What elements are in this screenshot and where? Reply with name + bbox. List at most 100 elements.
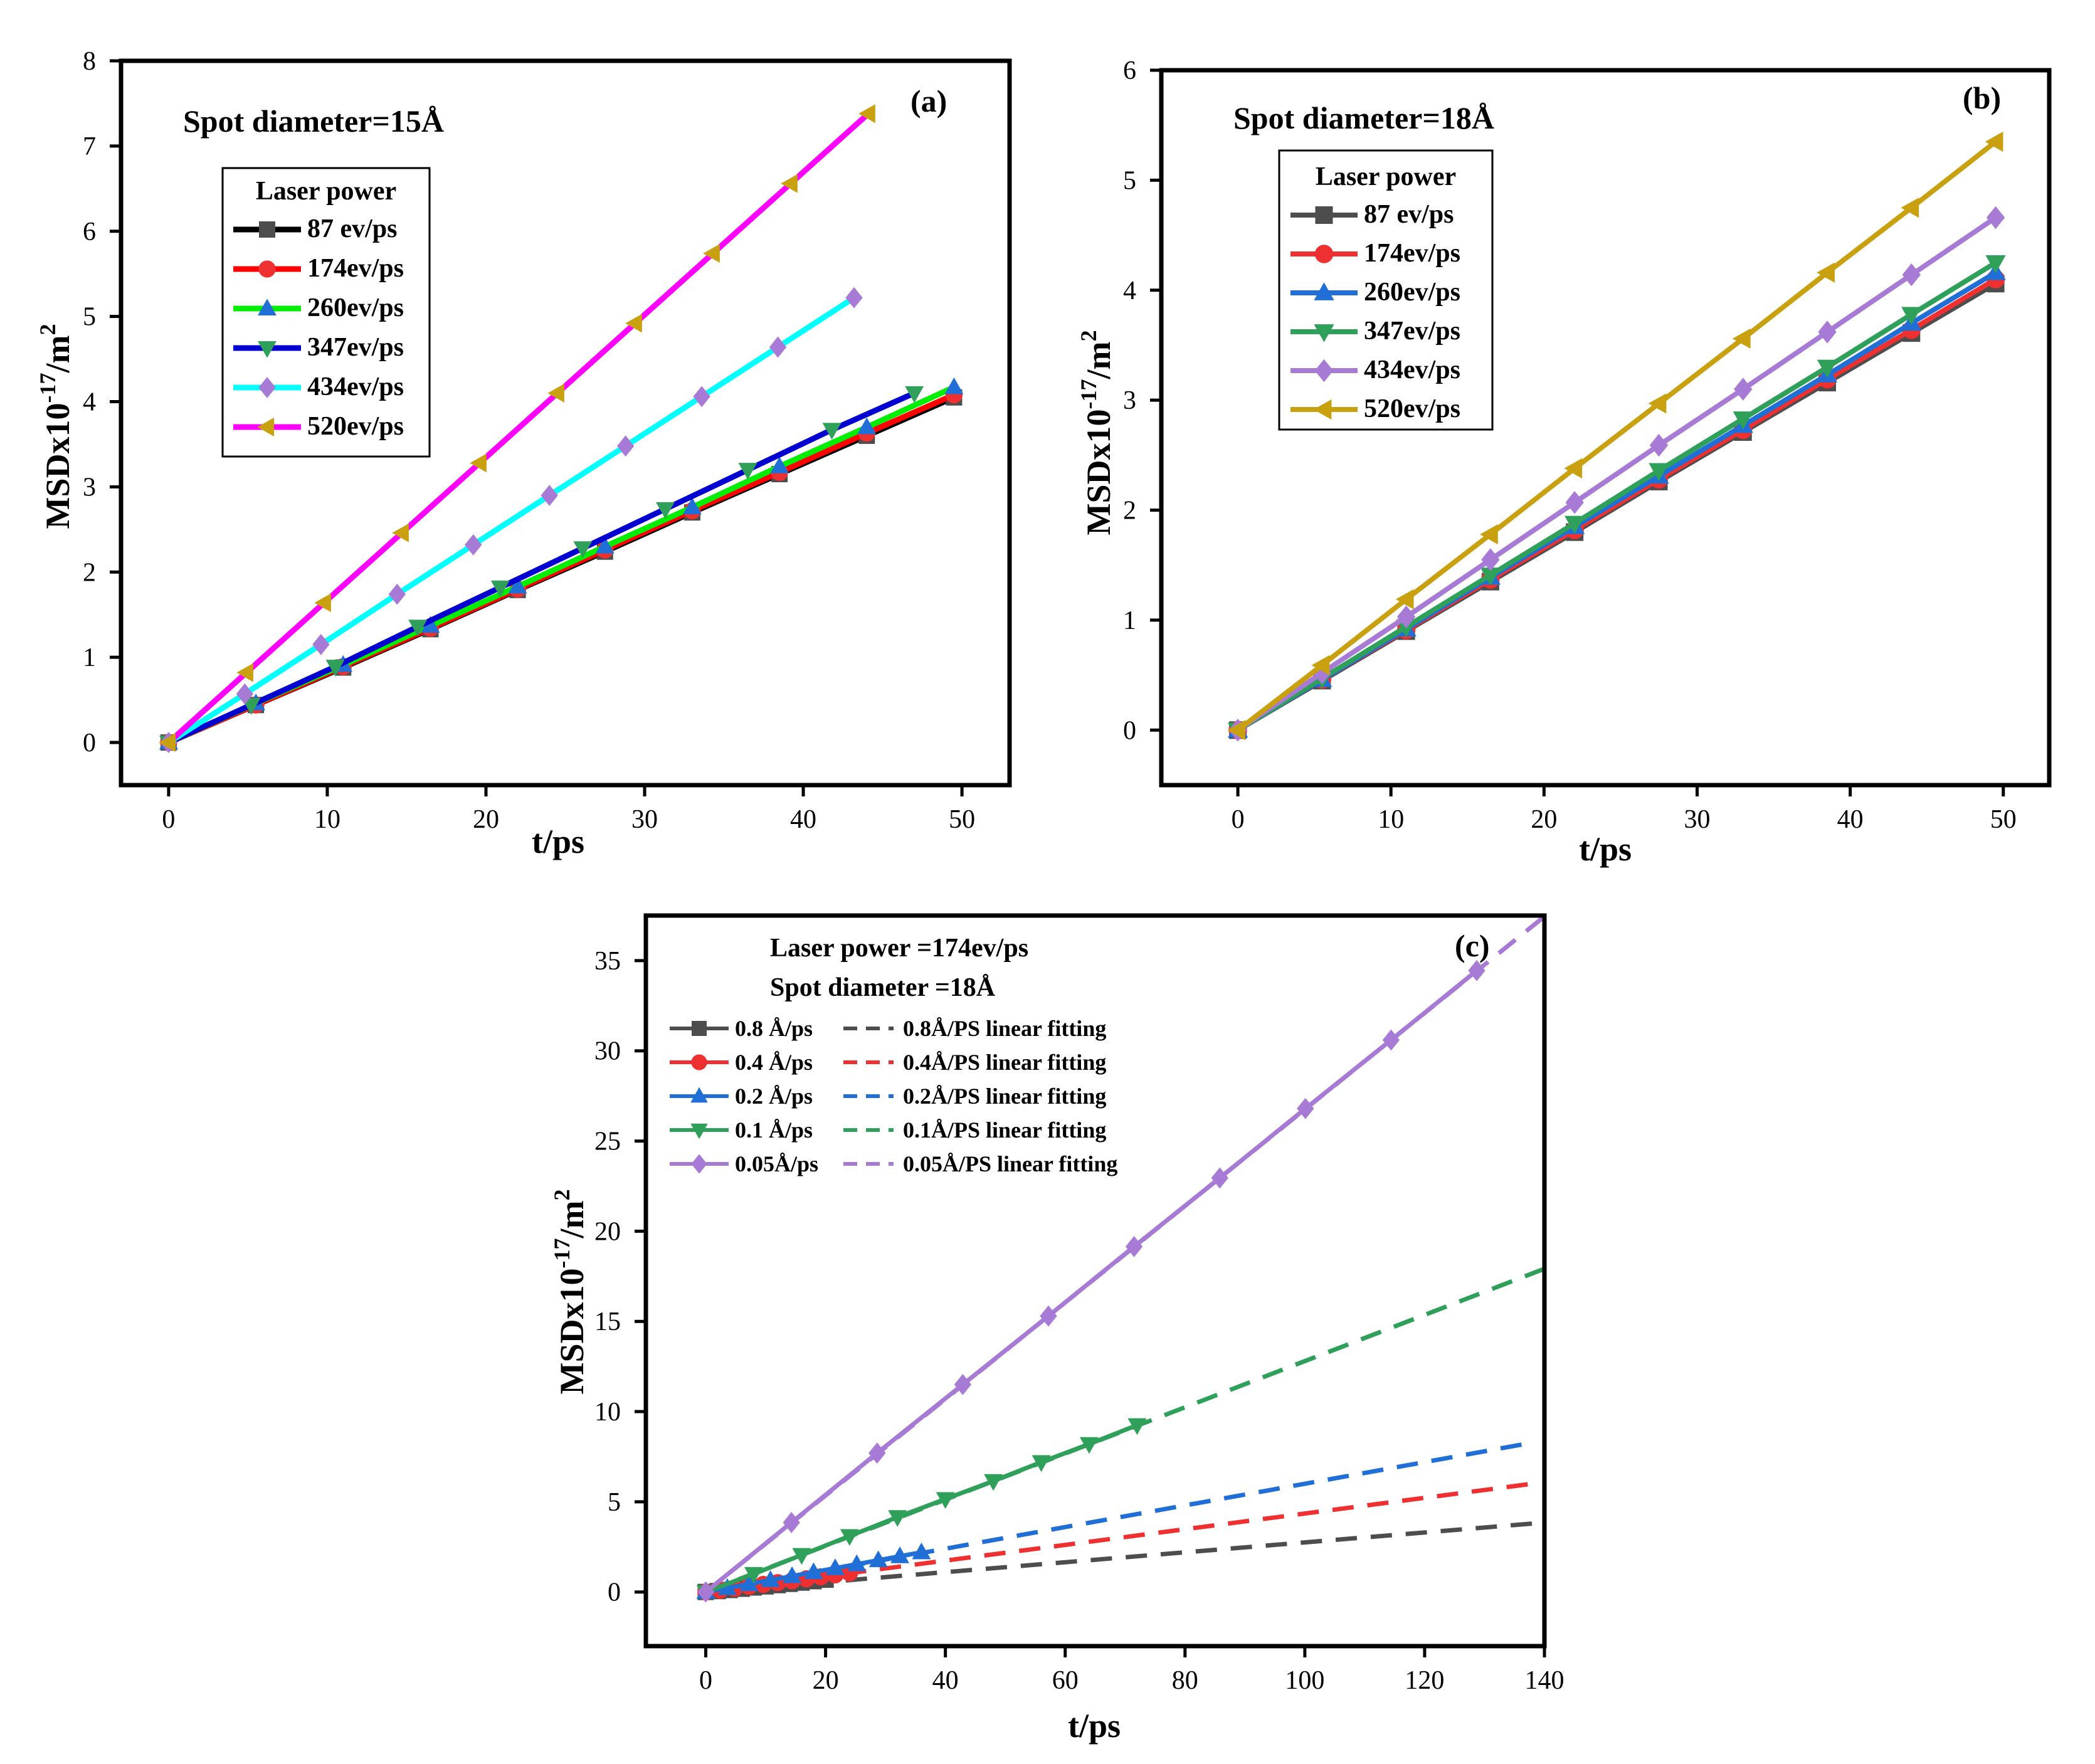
a-series-5-point (159, 733, 176, 753)
c-legend-marker-2 (690, 1087, 708, 1103)
b-series-5-point (1564, 458, 1583, 478)
a-y-tick-label: 7 (83, 132, 96, 161)
c-series-4-point (1211, 1167, 1228, 1189)
b-series-line-3 (1236, 260, 1997, 732)
c-x-tick-label: 120 (1405, 1666, 1444, 1695)
panel-a-x-axis-label: t/ps (532, 823, 584, 860)
c-series-3-point (936, 1492, 955, 1509)
c-series-4-point (1382, 1029, 1400, 1051)
c-series-4-point (1297, 1097, 1314, 1119)
c-series-4-point (1040, 1305, 1057, 1327)
b-series-5-point (1480, 524, 1498, 545)
panel-a-legend-box (221, 167, 431, 458)
b-series-3-point (1480, 568, 1501, 586)
c-legend-fit-label-3: 0.1Å/PS linear fitting (903, 1117, 1106, 1143)
a-y-tick-label: 0 (83, 729, 96, 758)
b-legend-marker-3 (1314, 324, 1334, 342)
b-series-4-point (1818, 320, 1837, 344)
panel-c-series (696, 914, 1546, 1603)
c-x-tick-label: 40 (932, 1666, 959, 1695)
c-x-tick-label: 80 (1172, 1666, 1198, 1695)
panel-b-x-axis-label: t/ps (1579, 830, 1632, 868)
a-series-3-point (325, 660, 345, 677)
b-legend-marker-5 (1313, 399, 1332, 420)
panel-a-legend-title: Laser power (256, 177, 396, 206)
a-series-line-5 (166, 111, 870, 745)
b-legend-marker-0 (1315, 206, 1333, 224)
b-x-tick-label: 20 (1531, 805, 1557, 834)
c-series-4-point (954, 1374, 972, 1395)
a-legend-label-3: 347ev/ps (307, 333, 404, 362)
a-series-4-point (312, 633, 330, 655)
b-series-3-point (1817, 359, 1838, 378)
panel-c-annotation-laser-power: Laser power =174ev/ps (770, 934, 1028, 963)
c-legend-label-4: 0.05Å/ps (735, 1151, 818, 1176)
a-legend-marker-2 (258, 298, 277, 316)
a-y-tick-label: 1 (83, 643, 96, 672)
b-legend-label-0: 87 ev/ps (1364, 200, 1454, 229)
a-y-tick-label: 3 (83, 473, 96, 502)
c-series-4-point (783, 1512, 800, 1533)
a-series-5-point (625, 314, 642, 333)
b-y-tick-label: 2 (1123, 497, 1136, 526)
c-series-2-point (890, 1546, 910, 1563)
a-series-3-point (738, 463, 757, 480)
c-series-3-point (1079, 1437, 1099, 1454)
b-series-3-point (1901, 307, 1922, 325)
c-series-3-point (984, 1474, 1003, 1491)
b-x-tick-label: 50 (1990, 805, 2017, 834)
panel-a-legend: Laser power 87 ev/ps 174ev/ps 260ev/ps 347e… (221, 167, 431, 458)
panel-b-legend: Laser power 87 ev/ps 174ev/ps 260ev/ps 347e… (1278, 149, 1494, 431)
b-series-4-point (1649, 433, 1669, 457)
panel-a-series (159, 104, 964, 753)
b-series-4-point (1565, 491, 1584, 514)
a-series-4-point (465, 534, 482, 556)
panel-b-plot-frame (1159, 68, 2052, 788)
panel-b-series (1227, 131, 2006, 742)
b-y-tick-label: 6 (1123, 56, 1136, 85)
panel-b-label: (b) (1963, 80, 2001, 115)
c-y-tick-label: 0 (608, 1578, 621, 1607)
panel-a-label: (a) (910, 83, 947, 119)
a-y-tick-label: 5 (83, 303, 96, 332)
a-legend-marker-3 (258, 341, 277, 358)
b-series-3-point (1733, 411, 1753, 430)
a-legend-label-1: 174ev/ps (307, 254, 404, 283)
b-x-tick-label: 0 (1232, 805, 1245, 834)
a-series-line-3 (167, 390, 916, 746)
a-series-4-point (541, 485, 558, 506)
a-x-tick-label: 50 (949, 805, 975, 834)
b-legend-marker-4 (1314, 359, 1334, 383)
c-series-3-point (792, 1548, 811, 1565)
c-y-tick-label: 20 (594, 1217, 621, 1246)
c-legend-marker-1 (691, 1054, 707, 1070)
b-x-tick-label: 10 (1378, 805, 1404, 834)
a-series-4-point (769, 336, 787, 358)
b-legend-label-4: 434ev/ps (1364, 356, 1460, 384)
b-series-line-4 (1236, 215, 1997, 732)
c-series-4-point (697, 1581, 715, 1603)
b-series-3-point (1985, 255, 2006, 273)
b-series-5-point (1227, 720, 1245, 741)
a-series-2-point (857, 417, 877, 435)
a-series-4-point (693, 386, 710, 408)
a-series-line-4 (167, 295, 856, 745)
a-series-4-point (236, 683, 254, 705)
a-legend-label-4: 434ev/ps (307, 372, 404, 401)
c-series-4-point (1468, 959, 1485, 981)
b-series-3-point (1396, 619, 1417, 638)
a-series-5-point (858, 104, 875, 124)
b-series-4-point (1734, 378, 1753, 401)
a-series-4-point (845, 287, 863, 309)
a-series-3-point (490, 580, 510, 598)
panel-a-y-axis-label: MSDx10-17/m2 (35, 324, 77, 529)
c-series-line-3 (705, 1423, 1138, 1594)
a-legend-marker-4 (258, 377, 276, 398)
a-series-5-point (392, 523, 409, 542)
c-legend-label-1: 0.4 Å/ps (735, 1050, 813, 1075)
c-series-2-point (825, 1558, 845, 1575)
c-legend-fit-label-4: 0.05Å/PS linear fitting (903, 1151, 1117, 1176)
b-series-5-point (1901, 198, 1919, 218)
a-y-tick-label: 6 (83, 218, 96, 246)
panel-b-legend-title: Laser power (1316, 162, 1456, 191)
